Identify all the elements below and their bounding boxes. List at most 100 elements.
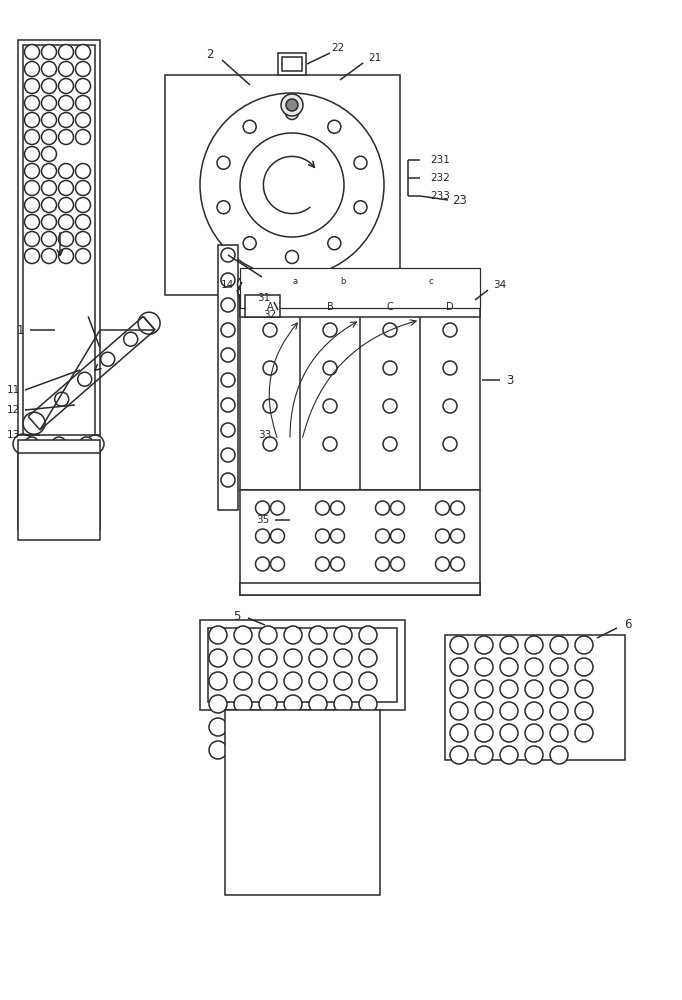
Circle shape (256, 557, 269, 571)
Circle shape (42, 62, 57, 77)
Circle shape (383, 437, 397, 451)
Circle shape (450, 680, 468, 698)
Circle shape (76, 44, 91, 60)
Circle shape (364, 276, 379, 292)
Text: A: A (267, 302, 273, 312)
Text: 1: 1 (16, 324, 24, 336)
Text: 3: 3 (506, 373, 514, 386)
Circle shape (23, 412, 45, 434)
Circle shape (271, 501, 284, 515)
Text: 14: 14 (220, 280, 234, 290)
Circle shape (450, 724, 468, 742)
Circle shape (258, 276, 273, 292)
Circle shape (475, 702, 493, 720)
Bar (282, 57, 302, 71)
Circle shape (475, 658, 493, 676)
Circle shape (59, 232, 74, 246)
Circle shape (52, 437, 66, 451)
Circle shape (391, 501, 404, 515)
Circle shape (284, 626, 302, 644)
Bar (18, 40, 100, 530)
Circle shape (25, 44, 40, 60)
Circle shape (575, 724, 593, 742)
Circle shape (259, 695, 277, 713)
Circle shape (259, 649, 277, 667)
Circle shape (383, 399, 397, 413)
Circle shape (76, 215, 91, 230)
Circle shape (76, 96, 91, 110)
Circle shape (280, 276, 295, 292)
Circle shape (525, 636, 543, 654)
Circle shape (309, 695, 327, 713)
Circle shape (263, 399, 277, 413)
Circle shape (500, 658, 518, 676)
Circle shape (309, 718, 327, 736)
Circle shape (138, 312, 160, 334)
Circle shape (309, 649, 327, 667)
Text: D: D (446, 302, 454, 312)
Circle shape (42, 180, 57, 196)
Circle shape (323, 361, 337, 375)
Circle shape (217, 201, 230, 214)
Circle shape (376, 529, 389, 543)
Circle shape (76, 129, 91, 144)
Circle shape (42, 129, 57, 144)
Circle shape (59, 112, 74, 127)
Circle shape (59, 62, 74, 77)
Circle shape (234, 672, 252, 690)
Text: 5: 5 (233, 610, 241, 624)
Circle shape (209, 695, 227, 713)
Circle shape (309, 672, 327, 690)
Circle shape (271, 557, 284, 571)
Circle shape (221, 248, 235, 262)
Circle shape (331, 529, 344, 543)
Circle shape (323, 399, 337, 413)
Circle shape (550, 702, 568, 720)
Circle shape (259, 626, 277, 644)
Circle shape (500, 680, 518, 698)
Circle shape (575, 658, 593, 676)
Circle shape (25, 163, 40, 178)
Text: C: C (387, 302, 394, 312)
Circle shape (25, 215, 40, 230)
Circle shape (42, 198, 57, 213)
Circle shape (76, 198, 91, 213)
Circle shape (42, 146, 57, 161)
Circle shape (334, 695, 352, 713)
Circle shape (221, 473, 235, 487)
Circle shape (334, 626, 352, 644)
Bar (18, 440, 100, 540)
Circle shape (25, 437, 39, 451)
Bar (445, 635, 625, 760)
Circle shape (209, 718, 227, 736)
Circle shape (76, 62, 91, 77)
Circle shape (359, 695, 377, 713)
Circle shape (443, 399, 457, 413)
Circle shape (234, 695, 252, 713)
Circle shape (86, 435, 104, 453)
Bar (240, 583, 480, 595)
Circle shape (436, 501, 449, 515)
Circle shape (451, 557, 464, 571)
Circle shape (234, 741, 252, 759)
Circle shape (451, 529, 464, 543)
Bar (23, 45, 95, 525)
Circle shape (101, 352, 115, 366)
Circle shape (59, 163, 74, 178)
Circle shape (221, 348, 235, 362)
Circle shape (25, 248, 40, 263)
Circle shape (500, 746, 518, 764)
Circle shape (42, 232, 57, 246)
Circle shape (391, 529, 404, 543)
Circle shape (42, 112, 57, 127)
Circle shape (286, 99, 298, 111)
Circle shape (221, 423, 235, 437)
Text: 233: 233 (430, 191, 450, 201)
Circle shape (284, 672, 302, 690)
Circle shape (316, 501, 329, 515)
Circle shape (443, 323, 457, 337)
Bar (165, 75, 400, 295)
Circle shape (354, 156, 367, 169)
Circle shape (76, 112, 91, 127)
Circle shape (450, 636, 468, 654)
